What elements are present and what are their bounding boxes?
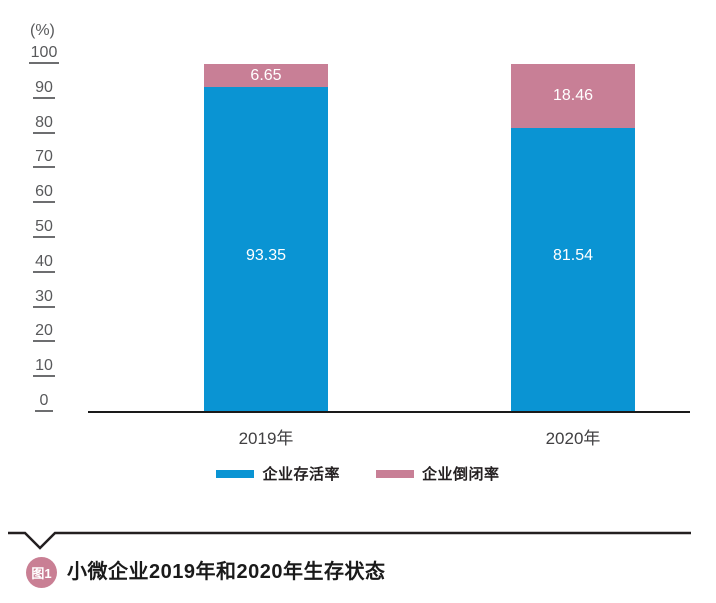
bar-2019年: 6.65 93.35 xyxy=(204,64,328,412)
legend-swatch-survival-icon xyxy=(216,469,255,478)
stacked-bar-chart: (%) 0 10 20 30 40 50 60 70 80 90 100 6.65 93.35 18.4… xyxy=(0,22,716,484)
y-tick-label-70: 70 xyxy=(24,148,64,169)
closure-segment-2020年: 18.46 xyxy=(511,64,635,129)
bar-2020年: 18.46 81.54 xyxy=(511,64,635,412)
y-axis-unit-label: (%) xyxy=(30,22,55,39)
y-tick-label-30: 30 xyxy=(24,288,64,309)
legend-swatch-closure-icon xyxy=(376,469,414,478)
caption-row: 图1 小微企业2019年和2020年生存状态 xyxy=(0,556,716,590)
survival-value-label: 81.54 xyxy=(552,247,594,264)
closure-value-label: 6.65 xyxy=(250,66,282,84)
figure-caption: 小微企业2019年和2020年生存状态 xyxy=(67,561,386,583)
legend-item-survival: 企业存活率 xyxy=(216,463,340,484)
y-tick-label-10: 10 xyxy=(24,357,64,378)
closure-segment-2019年: 6.65 xyxy=(204,64,328,88)
legend-item-closure: 企业倒闭率 xyxy=(376,463,500,484)
y-tick-label-0: 0 xyxy=(24,392,64,413)
x-axis-line xyxy=(88,411,690,413)
y-tick-label-50: 50 xyxy=(24,218,64,239)
survival-value-label: 93.35 xyxy=(245,247,287,264)
closure-value-label: 18.46 xyxy=(552,87,594,105)
y-tick-label-60: 60 xyxy=(24,183,64,204)
legend: 企业存活率 企业倒闭率 xyxy=(0,463,716,484)
survival-segment-2019年 xyxy=(204,87,328,412)
x-category-label-2019年: 2019年 xyxy=(238,429,294,448)
x-category-label-2020年: 2020年 xyxy=(545,429,601,448)
y-tick-label-80: 80 xyxy=(24,114,64,135)
y-tick-label-90: 90 xyxy=(24,79,64,100)
legend-label-survival: 企业存活率 xyxy=(262,466,340,483)
legend-label-closure: 企业倒闭率 xyxy=(422,466,500,483)
survival-segment-2020年 xyxy=(511,128,635,412)
y-tick-label-100: 100 xyxy=(24,44,64,65)
y-tick-label-20: 20 xyxy=(24,322,64,343)
caption-divider xyxy=(8,531,691,550)
y-tick-label-40: 40 xyxy=(24,253,64,274)
figure-badge: 图1 xyxy=(26,557,57,588)
